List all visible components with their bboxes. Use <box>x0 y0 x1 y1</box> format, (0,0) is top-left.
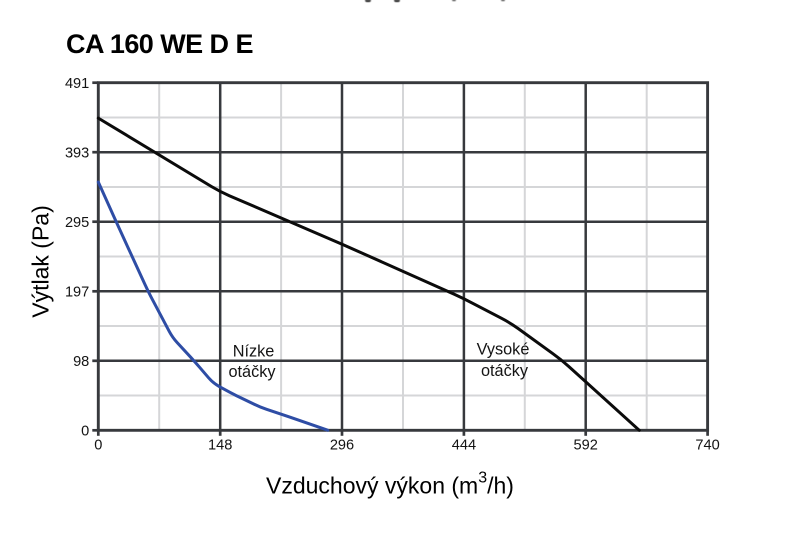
svg-text:444: 444 <box>452 437 476 453</box>
svg-text:296: 296 <box>330 437 354 453</box>
svg-text:Nízke: Nízke <box>233 342 275 360</box>
svg-text:197: 197 <box>65 285 89 301</box>
svg-text:740: 740 <box>695 437 719 453</box>
svg-text:295: 295 <box>65 215 89 231</box>
svg-text:148: 148 <box>208 437 232 453</box>
svg-text:98: 98 <box>73 354 89 370</box>
svg-text:491: 491 <box>65 76 89 92</box>
svg-text:otáčky: otáčky <box>481 362 529 380</box>
svg-text:Vzduchový výkon (m3/h): Vzduchový výkon (m3/h) <box>266 470 514 499</box>
svg-text:0: 0 <box>81 424 89 440</box>
svg-text:592: 592 <box>574 437 598 453</box>
svg-text:393: 393 <box>65 145 89 161</box>
svg-text:Vysoké: Vysoké <box>477 341 530 359</box>
svg-text:Výtlak (Pa): Výtlak (Pa) <box>28 205 54 317</box>
svg-text:0: 0 <box>94 437 102 453</box>
svg-text:otáčky: otáčky <box>228 363 276 381</box>
